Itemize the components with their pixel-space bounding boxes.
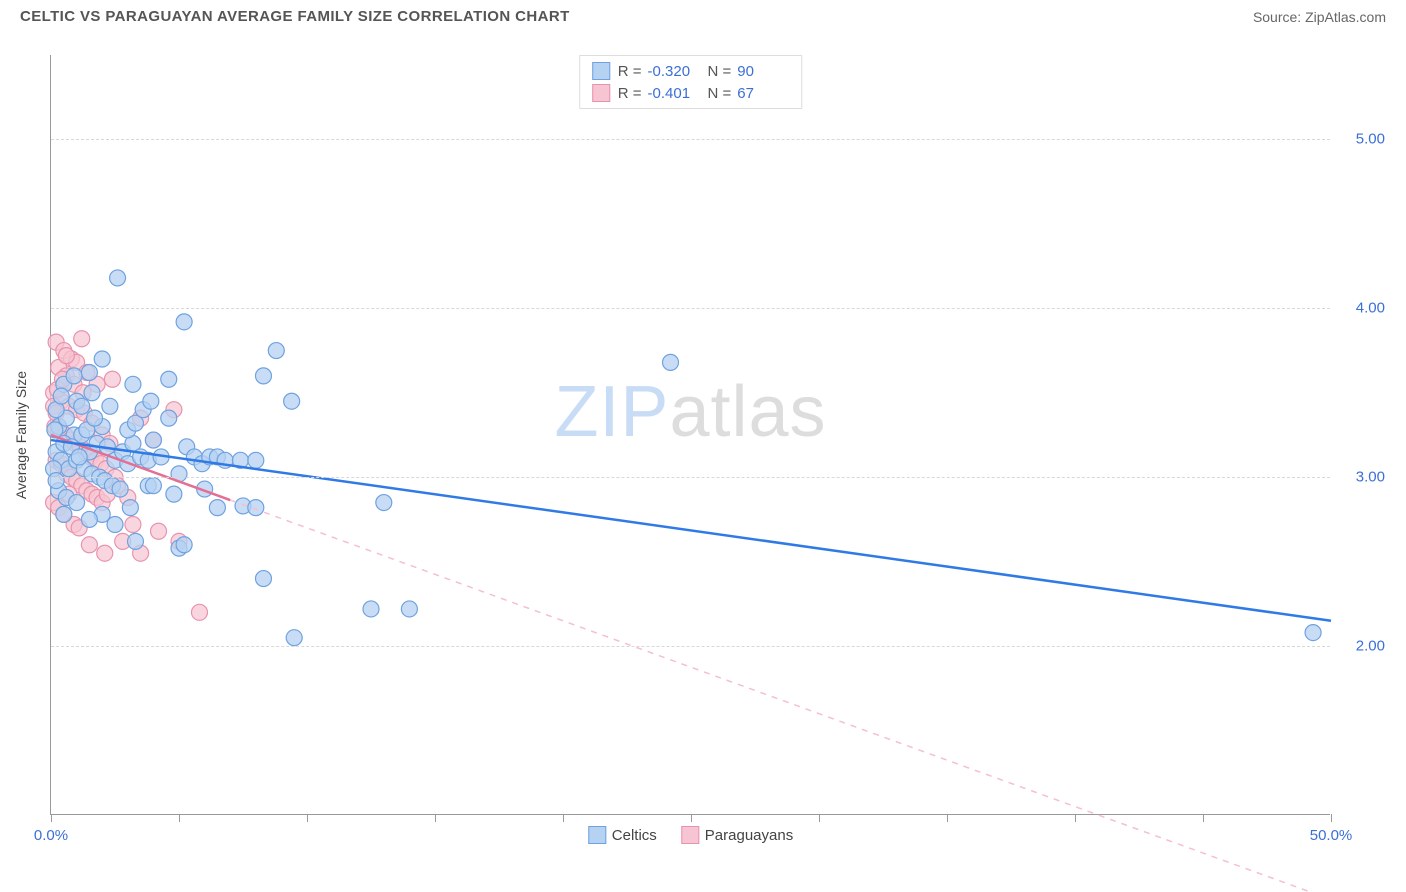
gridline — [51, 139, 1330, 140]
x-tick — [691, 814, 692, 822]
legend-stats-row: R = -0.401 N = 67 — [592, 82, 790, 104]
stat-n-value: 67 — [737, 85, 789, 102]
legend-series-item: Paraguayans — [681, 826, 793, 844]
x-tick — [563, 814, 564, 822]
stat-r-value: -0.320 — [648, 63, 700, 80]
legend-series-label: Celtics — [612, 827, 657, 844]
data-point — [376, 495, 392, 511]
data-point — [145, 478, 161, 494]
data-point — [248, 452, 264, 468]
data-point — [102, 398, 118, 414]
data-point — [66, 368, 82, 384]
data-point — [191, 604, 207, 620]
data-point — [104, 371, 120, 387]
data-point — [151, 523, 167, 539]
data-point — [1305, 625, 1321, 641]
data-point — [53, 388, 69, 404]
trend-line — [51, 440, 1331, 621]
data-point — [81, 511, 97, 527]
data-point — [161, 410, 177, 426]
data-point — [284, 393, 300, 409]
data-point — [81, 537, 97, 553]
legend-series: Celtics Paraguayans — [588, 826, 793, 844]
legend-stats-row: R = -0.320 N = 90 — [592, 60, 790, 82]
y-tick-label: 2.00 — [1356, 638, 1385, 655]
data-point — [176, 537, 192, 553]
data-point — [255, 571, 271, 587]
stat-r-label: R = — [618, 63, 642, 80]
legend-series-label: Paraguayans — [705, 827, 793, 844]
stat-r-value: -0.401 — [648, 85, 700, 102]
data-point — [363, 601, 379, 617]
data-point — [145, 432, 161, 448]
gridline — [51, 308, 1330, 309]
chart-container: ZIPatlas Average Family Size R =-0.320N … — [50, 55, 1350, 815]
data-point — [125, 376, 141, 392]
data-point — [166, 486, 182, 502]
data-point — [94, 351, 110, 367]
stat-n-label: N = — [708, 85, 732, 102]
data-point — [176, 314, 192, 330]
data-point — [56, 506, 72, 522]
data-point — [107, 517, 123, 533]
x-tick — [1203, 814, 1204, 822]
data-point — [112, 481, 128, 497]
data-point — [84, 385, 100, 401]
gridline — [51, 646, 1330, 647]
y-tick-label: 4.00 — [1356, 300, 1385, 317]
data-point — [663, 354, 679, 370]
y-axis-label: Average Family Size — [13, 370, 29, 498]
x-tick-label: 0.0% — [34, 827, 68, 844]
chart-source: Source: ZipAtlas.com — [1253, 9, 1386, 25]
gridline — [51, 477, 1330, 478]
data-point — [87, 410, 103, 426]
data-point — [209, 500, 225, 516]
stat-n-label: N = — [708, 63, 732, 80]
data-point — [48, 473, 64, 489]
x-tick — [51, 814, 52, 822]
data-point — [97, 545, 113, 561]
data-point — [143, 393, 159, 409]
data-point — [122, 500, 138, 516]
chart-title: CELTIC VS PARAGUAYAN AVERAGE FAMILY SIZE… — [20, 8, 570, 25]
x-tick — [179, 814, 180, 822]
data-point — [110, 270, 126, 286]
data-point — [69, 495, 85, 511]
stat-r-label: R = — [618, 85, 642, 102]
chart-header: CELTIC VS PARAGUAYAN AVERAGE FAMILY SIZE… — [0, 0, 1406, 29]
data-point — [401, 601, 417, 617]
x-tick — [947, 814, 948, 822]
data-point — [127, 533, 143, 549]
x-tick — [307, 814, 308, 822]
legend-swatch — [592, 84, 610, 102]
x-tick — [435, 814, 436, 822]
data-point — [248, 500, 264, 516]
data-point — [81, 365, 97, 381]
data-point — [255, 368, 271, 384]
x-tick — [1075, 814, 1076, 822]
data-point — [125, 517, 141, 533]
legend-series-item: Celtics — [588, 826, 657, 844]
data-point — [74, 398, 90, 414]
data-point — [286, 630, 302, 646]
legend-swatch — [592, 62, 610, 80]
legend-swatch — [588, 826, 606, 844]
data-point — [58, 348, 74, 364]
legend-stats: R = -0.320 N = 90 R = -0.401 N = 67 — [579, 55, 803, 109]
plot-area: ZIPatlas Average Family Size R =-0.320N … — [50, 55, 1330, 815]
legend-swatch — [681, 826, 699, 844]
data-point — [161, 371, 177, 387]
y-tick-label: 5.00 — [1356, 131, 1385, 148]
x-tick-label: 50.0% — [1310, 827, 1353, 844]
y-tick-label: 3.00 — [1356, 469, 1385, 486]
data-point — [71, 449, 87, 465]
x-tick — [1331, 814, 1332, 822]
x-tick — [819, 814, 820, 822]
plot-svg — [51, 55, 1330, 814]
data-point — [268, 343, 284, 359]
data-point — [74, 331, 90, 347]
stat-n-value: 90 — [737, 63, 789, 80]
